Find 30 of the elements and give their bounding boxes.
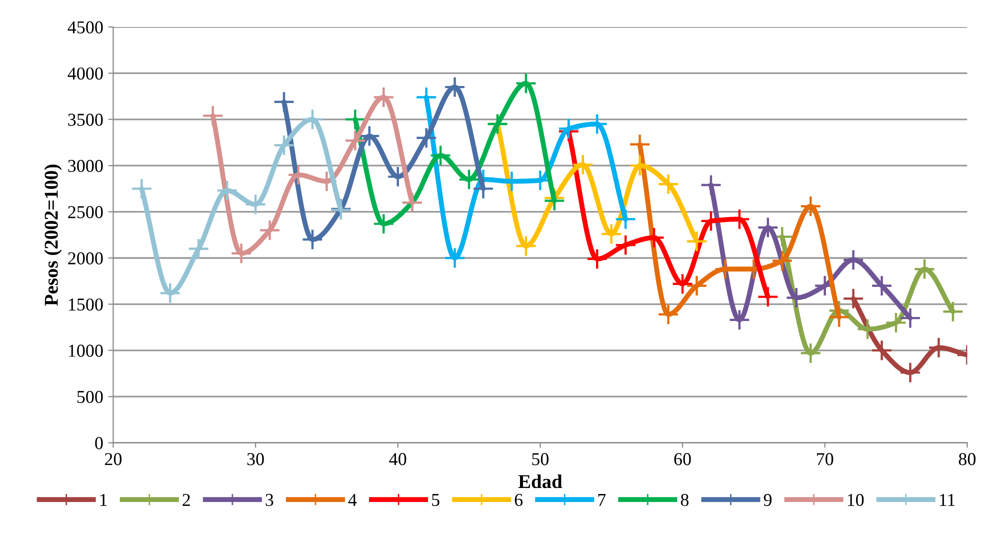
x-tick-label: 60 [674,453,691,466]
legend-label: 11 [940,494,955,506]
y-tick-label: 2500 [68,206,103,218]
y-tick-label: 3500 [68,114,103,126]
legend-label: 4 [348,494,357,506]
legend-label: 1 [100,494,107,506]
legend-label: 3 [266,494,274,506]
x-tick-label: 70 [817,453,834,466]
y-tick-label: 3000 [68,160,103,172]
x-tick-label: 50 [532,453,549,466]
x-tick-label: 30 [247,453,264,466]
x-tick-label: 40 [389,453,406,466]
legend-label: 10 [848,494,864,506]
y-tick-label: 1000 [68,344,103,357]
y-tick-label: 500 [77,390,103,404]
y-tick-label: 0 [95,437,103,450]
y-tick-label: 2000 [68,252,103,264]
y-axis-title: Pesos (2002=100) [44,164,62,306]
legend-label: 8 [680,494,689,506]
legend-label: 7 [598,494,606,506]
legend-label: 9 [764,494,772,506]
y-tick-label: 4500 [68,21,103,34]
legend-label: 2 [182,494,190,506]
x-tick-label: 20 [104,453,122,466]
legend-label: 5 [432,494,440,506]
x-axis-title: Edad [518,474,562,488]
y-tick-label: 1500 [68,298,103,311]
legend-label: 6 [514,494,523,506]
y-tick-label: 4000 [68,67,103,80]
x-tick-label: 80 [958,453,976,466]
